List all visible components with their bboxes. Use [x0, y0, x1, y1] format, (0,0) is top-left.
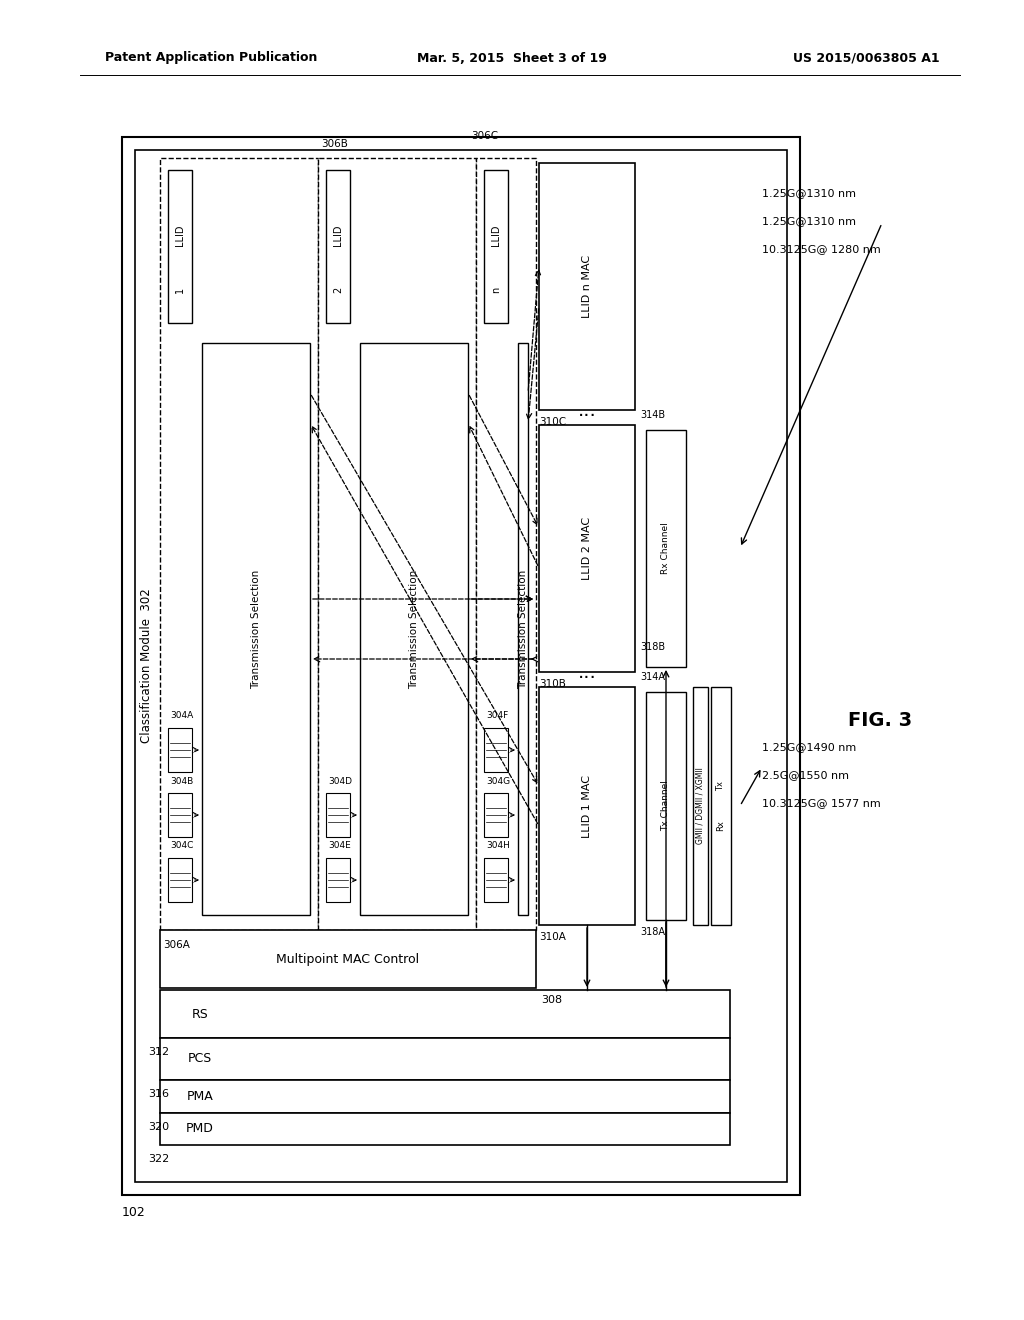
Text: 320: 320	[148, 1122, 169, 1133]
Text: 2.5G@1550 nm: 2.5G@1550 nm	[762, 770, 849, 780]
Text: Transmission Selection: Transmission Selection	[251, 569, 261, 689]
Text: GMII / DGMII / XGMII: GMII / DGMII / XGMII	[695, 767, 705, 845]
Text: 304F: 304F	[486, 711, 508, 721]
Text: Multipoint MAC Control: Multipoint MAC Control	[276, 953, 420, 965]
Bar	[711, 686, 731, 925]
Text: ···: ···	[578, 669, 596, 689]
Bar	[122, 137, 800, 1195]
Text: n: n	[490, 286, 501, 293]
Text: ···: ···	[578, 408, 596, 426]
Text: 304G: 304G	[486, 776, 510, 785]
Bar	[160, 158, 318, 931]
Text: Transmission Selection: Transmission Selection	[518, 569, 528, 689]
Text: 1.25G@1490 nm: 1.25G@1490 nm	[762, 742, 856, 752]
Text: Classification Module  302: Classification Module 302	[139, 589, 153, 743]
Text: 308: 308	[541, 995, 562, 1005]
Text: 306A: 306A	[163, 940, 189, 950]
Text: PMD: PMD	[186, 1122, 214, 1135]
Text: 304A: 304A	[170, 711, 194, 721]
Text: 1.25G@1310 nm: 1.25G@1310 nm	[762, 187, 856, 198]
Bar	[539, 162, 635, 411]
Text: 310A: 310A	[539, 932, 566, 942]
Text: PMA: PMA	[186, 1089, 213, 1102]
Text: 314A: 314A	[640, 672, 665, 682]
Bar	[360, 343, 468, 915]
Text: 316: 316	[148, 1089, 169, 1100]
Text: 322: 322	[148, 1154, 169, 1164]
Text: LLID: LLID	[175, 224, 185, 246]
Bar	[160, 931, 536, 987]
Text: LLID n MAC: LLID n MAC	[582, 255, 592, 318]
Bar	[646, 430, 686, 667]
Bar	[326, 170, 350, 323]
Bar	[484, 170, 508, 323]
Text: 304E: 304E	[328, 842, 351, 850]
Bar	[160, 1113, 730, 1144]
Text: LLID: LLID	[333, 224, 343, 246]
Text: FIG. 3: FIG. 3	[848, 710, 912, 730]
Text: 312: 312	[148, 1047, 169, 1057]
Bar	[168, 858, 193, 902]
Text: Mar. 5, 2015  Sheet 3 of 19: Mar. 5, 2015 Sheet 3 of 19	[417, 51, 607, 65]
Bar	[646, 692, 686, 920]
Text: LLID: LLID	[490, 224, 501, 246]
Text: 10.3125G@ 1577 nm: 10.3125G@ 1577 nm	[762, 799, 881, 808]
Text: Rx Channel: Rx Channel	[662, 523, 671, 574]
Text: 318B: 318B	[640, 642, 666, 652]
Text: Tx Channel: Tx Channel	[662, 780, 671, 832]
Text: Tx: Tx	[717, 781, 725, 791]
Bar	[326, 793, 350, 837]
Text: Transmission Selection: Transmission Selection	[409, 569, 419, 689]
Bar	[539, 425, 635, 672]
Text: Patent Application Publication: Patent Application Publication	[105, 51, 317, 65]
Text: 318A: 318A	[640, 927, 665, 937]
Text: 314B: 314B	[640, 411, 666, 420]
Bar	[160, 1080, 730, 1113]
Text: US 2015/0063805 A1: US 2015/0063805 A1	[794, 51, 940, 65]
Bar	[202, 343, 310, 915]
Bar	[484, 858, 508, 902]
Text: 304B: 304B	[170, 776, 194, 785]
Text: 304C: 304C	[170, 842, 194, 850]
Bar	[539, 686, 635, 925]
Text: 306C: 306C	[471, 131, 498, 141]
Bar	[168, 729, 193, 772]
Text: LLID 2 MAC: LLID 2 MAC	[582, 516, 592, 579]
Bar	[168, 170, 193, 323]
Text: 10.3125G@ 1280 nm: 10.3125G@ 1280 nm	[762, 244, 881, 253]
Bar	[484, 729, 508, 772]
Bar	[693, 686, 708, 925]
Bar	[160, 1038, 730, 1080]
Bar	[135, 150, 787, 1181]
Text: LLID 1 MAC: LLID 1 MAC	[582, 775, 592, 837]
Text: RS: RS	[191, 1007, 208, 1020]
Text: 310C: 310C	[539, 417, 566, 426]
Text: 310B: 310B	[539, 678, 566, 689]
Text: 306B: 306B	[321, 139, 348, 149]
Text: 304H: 304H	[486, 842, 510, 850]
Bar	[160, 990, 730, 1038]
Text: 1: 1	[175, 286, 185, 293]
Text: 102: 102	[122, 1206, 145, 1220]
Bar	[518, 343, 528, 915]
Bar	[318, 158, 476, 931]
Text: 2: 2	[333, 286, 343, 293]
Text: Rx: Rx	[717, 821, 725, 832]
Bar	[484, 793, 508, 837]
Bar	[476, 158, 536, 931]
Bar	[168, 793, 193, 837]
Text: PCS: PCS	[187, 1052, 212, 1065]
Text: 304D: 304D	[328, 776, 352, 785]
Bar	[326, 858, 350, 902]
Text: 1.25G@1310 nm: 1.25G@1310 nm	[762, 216, 856, 226]
